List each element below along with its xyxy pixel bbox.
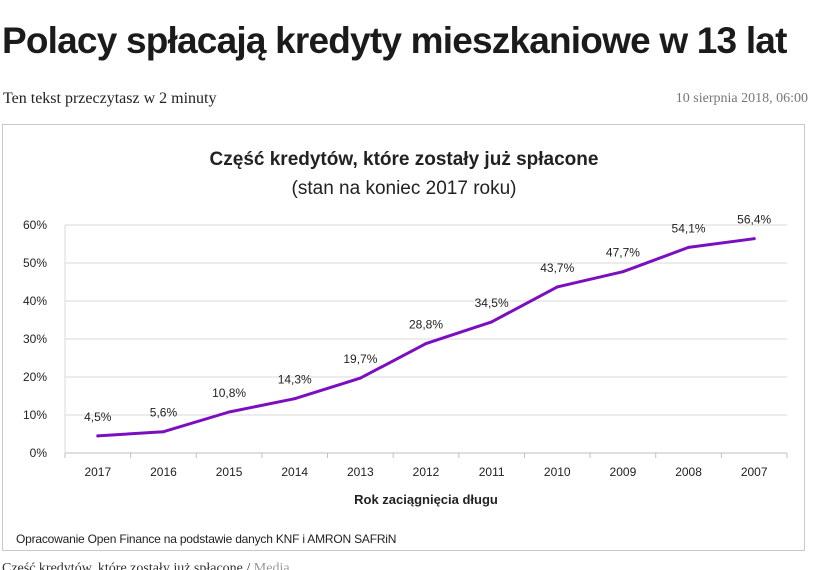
chart-subtitle: (stan na koniec 2017 roku) xyxy=(292,178,517,199)
data-point xyxy=(358,376,362,380)
x-tick-label: 2009 xyxy=(610,465,637,479)
chart-title: Część kredytów, które zostały już spłaco… xyxy=(210,149,599,170)
y-tick-label: 40% xyxy=(23,294,47,308)
data-point xyxy=(621,270,625,274)
y-tick-label: 0% xyxy=(30,446,48,460)
read-time: Ten tekst przeczytasz w 2 minuty xyxy=(3,90,217,107)
y-tick-label: 20% xyxy=(23,370,47,384)
data-label: 14,3% xyxy=(278,373,312,387)
data-label: 5,6% xyxy=(150,406,178,420)
x-tick-label: 2014 xyxy=(281,465,308,479)
data-point xyxy=(424,342,428,346)
x-axis-title: Rok zaciągnięcia długu xyxy=(354,492,498,507)
data-point xyxy=(555,285,559,289)
data-point xyxy=(687,245,691,249)
chart-figure[interactable]: Część kredytów, które zostały już spłaco… xyxy=(2,124,805,551)
y-tick-label: 10% xyxy=(23,408,47,422)
data-label: 28,8% xyxy=(409,318,443,332)
data-label: 54,1% xyxy=(672,221,706,235)
data-label: 47,7% xyxy=(606,246,640,260)
x-tick-label: 2012 xyxy=(413,465,440,479)
chart-source-note: Opracowanie Open Finance na podstawie da… xyxy=(16,532,397,546)
x-tick-label: 2008 xyxy=(675,465,702,479)
caption-text: Część kredytów, które zostały już spłaco… xyxy=(2,561,254,570)
line-chart: Część kredytów, które zostały już spłaco… xyxy=(23,149,788,507)
x-tick-label: 2017 xyxy=(84,465,111,479)
data-point xyxy=(161,430,165,434)
data-point xyxy=(293,397,297,401)
y-tick-label: 30% xyxy=(23,332,47,346)
x-tick-label: 2010 xyxy=(544,465,571,479)
caption-credit-link[interactable]: Media xyxy=(253,561,290,570)
y-tick-label: 50% xyxy=(23,256,47,270)
y-tick-label: 60% xyxy=(23,218,47,232)
x-tick-label: 2011 xyxy=(479,465,505,479)
article-meta: Ten tekst przeczytasz w 2 minuty 10 sier… xyxy=(0,88,808,112)
x-tick-label: 2013 xyxy=(347,465,374,479)
series-line xyxy=(96,237,756,438)
data-label: 19,7% xyxy=(343,352,377,366)
data-label: 56,4% xyxy=(737,213,771,227)
data-point xyxy=(227,410,231,414)
image-caption: Część kredytów, które zostały już spłaco… xyxy=(2,559,290,570)
x-tick-label: 2015 xyxy=(216,465,243,479)
data-label: 43,7% xyxy=(540,261,574,275)
article-headline: Polacy spłacają kredyty mieszkaniowe w 1… xyxy=(2,20,787,61)
data-point xyxy=(96,434,100,438)
x-tick-label: 2007 xyxy=(741,465,768,479)
data-point xyxy=(490,320,494,324)
publish-date: 10 sierpnia 2018, 06:00 xyxy=(675,91,808,106)
data-label: 10,8% xyxy=(212,386,246,400)
data-label: 4,5% xyxy=(84,410,112,424)
x-tick-label: 2016 xyxy=(150,465,177,479)
data-point xyxy=(752,237,756,241)
data-label: 34,5% xyxy=(475,296,509,310)
